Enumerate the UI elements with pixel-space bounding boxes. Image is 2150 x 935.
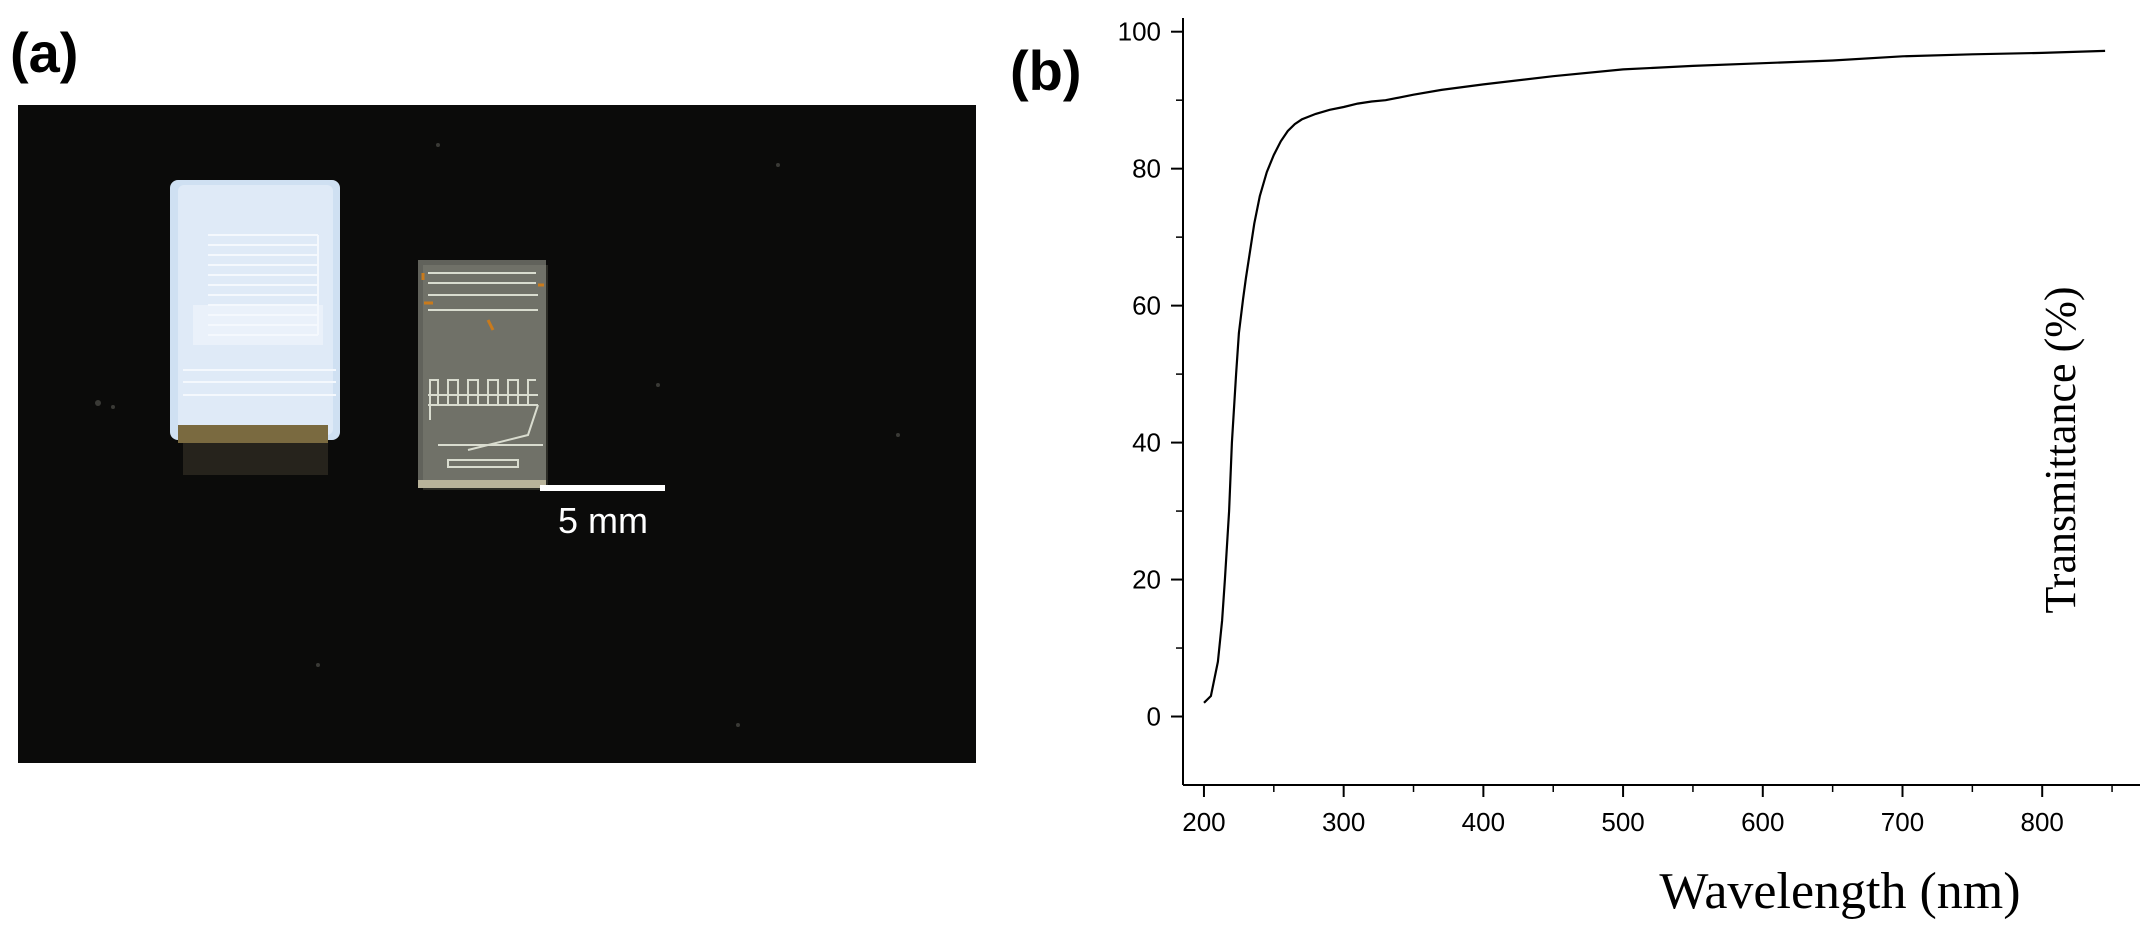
x-tick-label: 300 [1322,807,1365,837]
y-tick-label: 60 [1132,291,1161,321]
chart-axes [1182,18,2140,786]
y-tick-label: 100 [1118,17,1161,47]
panel-b-label: (b) [1010,39,1082,102]
x-tick-label: 800 [2021,807,2064,837]
panel-a-label: (a) [10,21,79,84]
pdms-chip [170,180,340,475]
y-tick-label: 20 [1132,565,1161,595]
series-line [1203,49,2106,704]
y-tick-label: 0 [1147,702,1161,732]
y-axis-label: Transmittance (%) [2036,286,2085,613]
x-tick-label: 600 [1741,807,1784,837]
y-tick-label: 80 [1132,154,1161,184]
background-speckles [95,143,900,727]
y-tick-label: 40 [1132,428,1161,458]
scale-bar [540,485,665,491]
x-tick-label: 500 [1601,807,1644,837]
device-photograph: 5 mm [18,105,976,763]
x-axis-label: Wavelength (nm) [1659,863,2020,920]
x-tick-label: 400 [1462,807,1505,837]
x-tick-label: 200 [1182,807,1225,837]
transmittance-chart: 200 300 400 500 600 700 800 0 20 40 60 80 100 Wavel… [1118,17,2140,920]
x-tick-label: 700 [1881,807,1924,837]
x-axis-ticks: 200 300 400 500 600 700 800 [1182,785,2113,837]
scale-bar-label: 5 mm [558,500,648,541]
glass-chip [418,260,548,490]
y-axis-ticks: 0 20 40 60 80 100 [1118,17,1183,732]
